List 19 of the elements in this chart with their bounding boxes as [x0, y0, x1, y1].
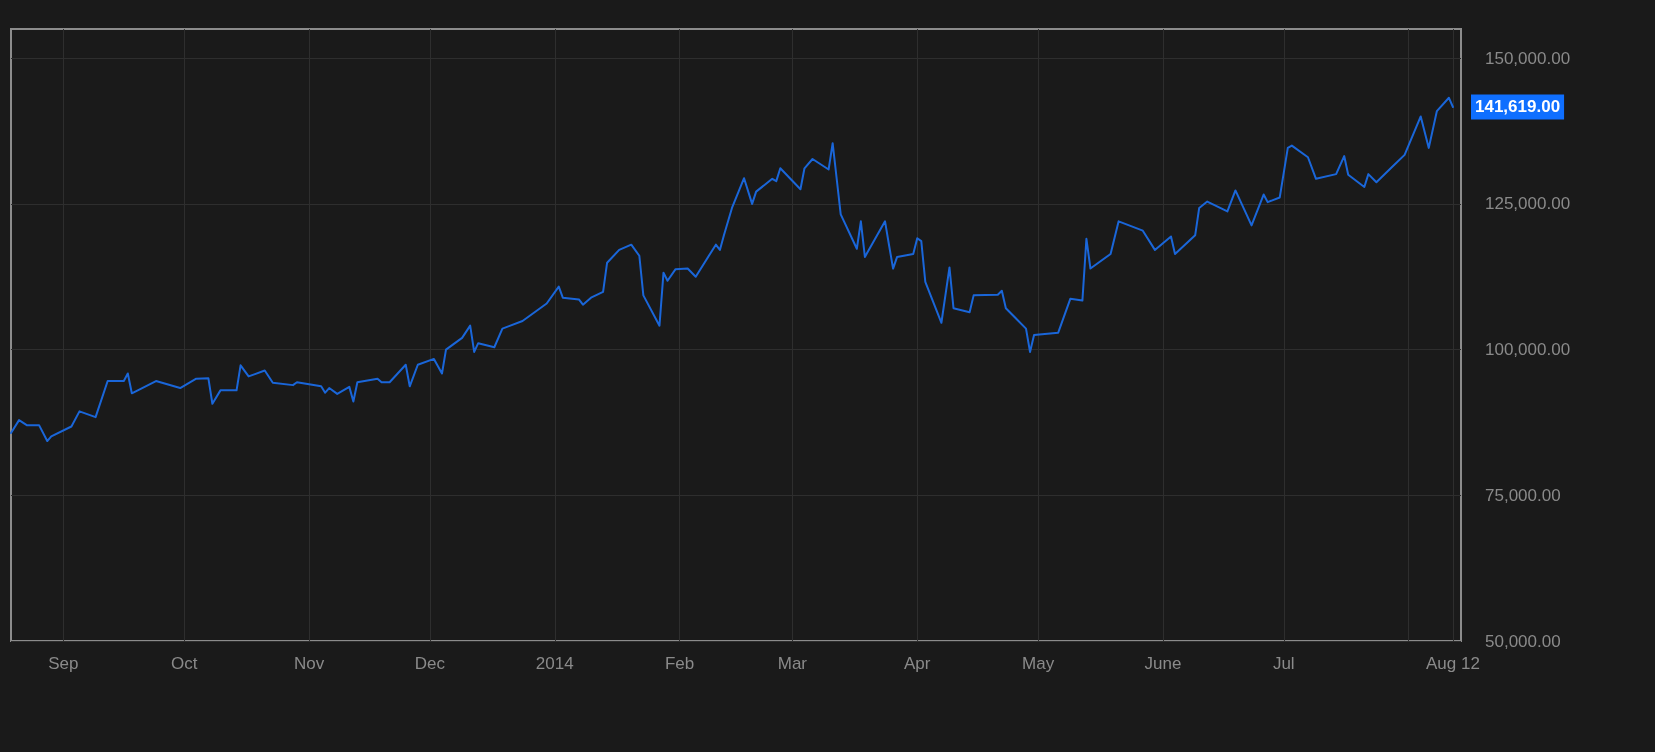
- y-tick-label: 50,000.00: [1485, 631, 1561, 651]
- x-tick-label: Nov: [293, 654, 325, 673]
- x-tick-label: Apr: [904, 654, 931, 673]
- x-tick-label: 2014: [535, 654, 574, 673]
- x-tick-label: Sep: [48, 654, 79, 673]
- line-series: [10, 96, 1454, 443]
- y-tick-label: 100,000.00: [1485, 340, 1571, 360]
- y-tick-label: 125,000.00: [1485, 194, 1571, 214]
- annotation: 141,619.00: [1475, 97, 1561, 117]
- x-tick-label: May: [1022, 654, 1055, 673]
- x-tick-label: Feb: [664, 654, 695, 673]
- x-tick-label: Mar: [777, 654, 808, 673]
- x-tick-label: Jul: [1272, 654, 1295, 673]
- x-tick-label: Aug 12: [1426, 654, 1480, 673]
- x-tick-label: June: [1144, 654, 1182, 673]
- y-tick-label: 150,000.00: [1485, 48, 1571, 68]
- x-tick-label: Dec: [414, 654, 446, 673]
- x-tick-label: Oct: [170, 654, 198, 673]
- y-tick-label: 75,000.00: [1485, 485, 1561, 505]
